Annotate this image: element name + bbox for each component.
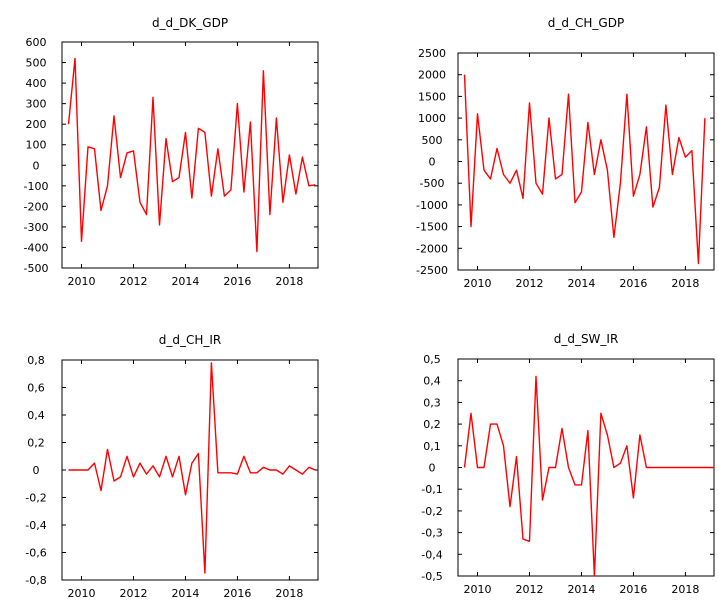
y-tick-label: -2000: [416, 242, 448, 255]
x-tick-label: 2016: [619, 583, 647, 596]
y-tick-label: -500: [24, 262, 49, 275]
y-tick-label: -0,3: [421, 527, 442, 540]
x-tick-label: 2014: [567, 583, 595, 596]
y-tick-label: 0,8: [27, 354, 45, 367]
x-tick-label: 2018: [275, 275, 303, 288]
x-tick-label: 2014: [171, 275, 199, 288]
y-tick-label: 2000: [418, 69, 446, 82]
y-tick-label: 0: [33, 159, 40, 172]
x-tick-label: 2014: [171, 587, 199, 600]
y-tick-label: 0: [429, 156, 436, 169]
y-tick-label: -2500: [416, 264, 448, 277]
plot-frame: [61, 41, 319, 269]
chart-title: d_d_DK_GDP: [152, 16, 228, 30]
x-tick-label: 2010: [67, 587, 95, 600]
chart-title: d_d_CH_GDP: [548, 16, 624, 30]
x-tick-label: 2010: [463, 277, 491, 290]
x-tick-label: 2016: [223, 587, 251, 600]
y-tick-label: 0,4: [27, 409, 45, 422]
y-tick-label: 0,1: [423, 440, 441, 453]
y-tick-label: 500: [422, 134, 443, 147]
x-tick-label: 2012: [515, 583, 543, 596]
y-tick-label: 0: [33, 464, 40, 477]
x-tick-label: 2018: [275, 587, 303, 600]
y-tick-label: -0,2: [25, 492, 46, 505]
chart-panel-3: d_d_CH_IR 0,8 0,6 0,4 0,2 0 -0,2 -0,4 -0,6 -0,8 20…: [25, 333, 319, 600]
x-tick-label: 2012: [119, 587, 147, 600]
y-tick-label: -0,2: [421, 505, 442, 518]
y-tick-label: 1000: [418, 112, 446, 125]
x-tick-label: 2016: [619, 277, 647, 290]
x-tick-label: 2010: [463, 583, 491, 596]
y-tick-label: -0,8: [25, 574, 46, 587]
y-tick-label: -0,4: [25, 519, 46, 532]
y-tick-label: -0,5: [421, 570, 442, 583]
y-tick-label: -0,4: [421, 548, 442, 561]
y-tick-label: -100: [24, 180, 49, 193]
y-tick-label: 0: [429, 462, 436, 475]
chart-title: d_d_CH_IR: [159, 333, 222, 347]
y-tick-label: 0,4: [423, 375, 441, 388]
x-tick-label: 2012: [119, 275, 147, 288]
x-tick-label: 2012: [515, 277, 543, 290]
x-tick-label: 2018: [671, 277, 699, 290]
series-line: [67, 57, 316, 253]
y-tick-label: 400: [26, 77, 47, 90]
y-tick-label: -1000: [416, 199, 448, 212]
y-tick-label: 2500: [418, 47, 446, 60]
y-tick-label: 500: [26, 57, 47, 70]
y-tick-label: -400: [24, 241, 49, 254]
chart-panel-2: d_d_CH_GDP 2500 2000 1500 1000 500 0 -500 -1000 -…: [416, 16, 715, 290]
x-tick-label: 2014: [567, 277, 595, 290]
y-tick-label: 0,5: [423, 353, 441, 366]
y-tick-label: -1500: [416, 221, 448, 234]
y-tick-label: 0,2: [423, 418, 441, 431]
y-tick-label: 200: [26, 118, 47, 131]
chart-title: d_d_SW_IR: [554, 332, 619, 346]
y-tick-label: 0,6: [27, 382, 45, 395]
series-line: [463, 74, 706, 265]
y-tick-label: 0,3: [423, 396, 441, 409]
y-tick-label: 1500: [418, 90, 446, 103]
x-tick-label: 2018: [671, 583, 699, 596]
y-tick-label: -300: [24, 221, 49, 234]
chart-panel-4: d_d_SW_IR 0,5 0,4 0,3 0,2 0,1 0 -0,1 -0,2 -0,3 -0,…: [421, 332, 715, 596]
y-tick-label: -500: [420, 177, 445, 190]
y-tick-label: 600: [26, 36, 47, 49]
chart-panel-1: d_d_DK_GDP 600 500 400 300 200 100 0 -100 -200 -30…: [24, 16, 319, 288]
x-tick-label: 2010: [67, 275, 95, 288]
y-tick-label: -200: [24, 200, 49, 213]
y-tick-label: 300: [26, 98, 47, 111]
y-tick-label: 100: [26, 139, 47, 152]
series-line: [68, 362, 316, 574]
x-tick-label: 2016: [223, 275, 251, 288]
y-tick-label: -0,1: [421, 483, 442, 496]
series-line: [463, 375, 714, 577]
y-tick-label: -0,6: [25, 547, 46, 560]
y-tick-label: 0,2: [27, 437, 45, 450]
plot-frame: [457, 52, 715, 271]
